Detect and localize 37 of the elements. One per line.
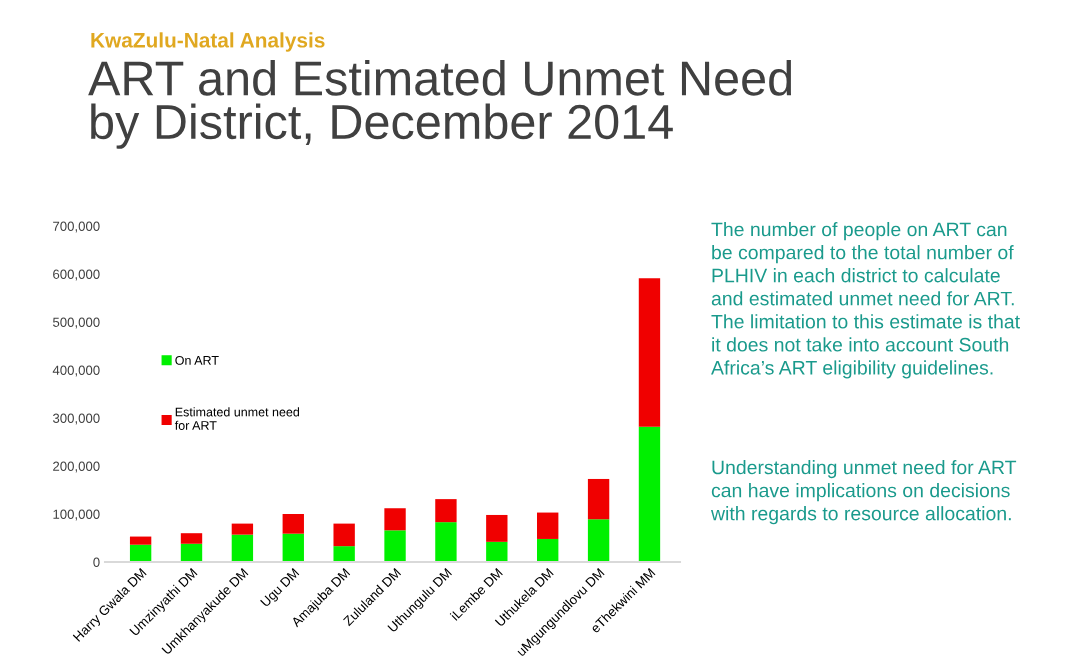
bar [129,544,152,562]
bar [587,519,610,562]
bar [486,541,508,562]
bar [638,426,661,562]
y-tick-label: 700,000 [53,221,100,233]
y-tick-label: 200,000 [53,461,100,473]
bar [435,499,457,523]
y-tick-label: 400,000 [52,365,100,377]
legend-label: On ART [175,355,219,365]
bar [333,546,355,562]
y-tick-label: 600,000 [53,269,100,281]
text: The number of people on ART can be compared to the total number of PLHIV in each district to calculate and estimated unmet need for ART. The limitation to this estimate is that it does not take into account South Africa’s ART eligibility guidelines. [711,222,1020,379]
legend-label: Estimated unmet need for ART [174,407,300,430]
bar [537,538,559,562]
bar [180,533,203,544]
bar [384,508,406,531]
bar [282,514,304,534]
bar [486,514,508,542]
bar [638,278,661,427]
bar [587,478,610,520]
y-tick-label: 300,000 [52,413,100,425]
x-tick-label: Ugu DM [260,567,302,610]
y-tick-label: 100,000 [53,509,100,521]
text: Understanding unmet need for ART can have implications on decisions with regards to resource allocation. [710,460,1017,525]
bar [537,512,559,539]
bar [231,534,254,562]
bar [129,536,152,545]
bar [384,530,406,562]
bar [435,522,457,562]
chart-subtitle: KwaZulu-Natal Analysis [91,32,325,52]
bar [231,523,254,535]
bar [333,523,355,547]
bar [282,533,304,562]
y-tick-label: 0 [93,557,100,567]
bar [180,543,203,562]
y-tick-label: 500,000 [52,317,100,329]
chart-title: ART and Estimated Unmet Need by District, December 2014 [88,60,792,149]
